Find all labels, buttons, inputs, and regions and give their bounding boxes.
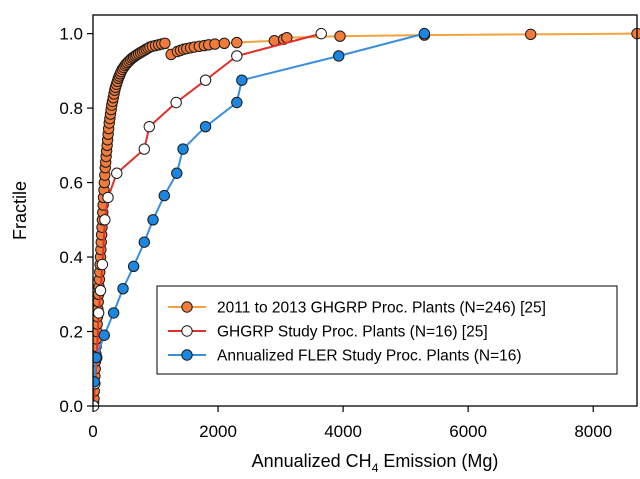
y-tick-label: 0.6 xyxy=(59,174,83,193)
data-point xyxy=(218,37,231,50)
data-point xyxy=(631,27,640,40)
legend-swatch-marker xyxy=(181,301,193,313)
series-line xyxy=(93,32,425,382)
x-tick-label: 6000 xyxy=(449,422,487,441)
data-point xyxy=(98,329,110,341)
y-tick-label: 1.0 xyxy=(59,25,83,44)
series-layer xyxy=(93,27,640,412)
data-point xyxy=(333,50,345,62)
data-point xyxy=(138,143,150,155)
legend-label: 2011 to 2013 GHGRP Proc. Plants (N=246) … xyxy=(217,300,546,317)
data-point xyxy=(231,50,243,62)
series-3 xyxy=(93,27,431,388)
data-point xyxy=(107,307,120,319)
x-tick-label: 8000 xyxy=(574,422,612,441)
x-tick-label: 0 xyxy=(88,422,97,441)
data-point xyxy=(99,214,111,226)
data-point xyxy=(236,74,248,86)
legend-item: Annualized FLER Study Proc. Plants (N=16… xyxy=(168,348,522,365)
legend-swatch-marker xyxy=(181,325,193,337)
data-point xyxy=(127,260,140,273)
data-point xyxy=(171,167,183,179)
legend-item: GHGRP Study Proc. Plants (N=16) [25] xyxy=(168,324,488,341)
x-axis-title: Annualized CH4 Emission (Mg) xyxy=(252,451,499,475)
data-point xyxy=(199,74,212,86)
data-point xyxy=(143,121,155,133)
series-2 xyxy=(93,27,327,412)
data-point xyxy=(138,236,150,248)
legend-swatch-marker xyxy=(181,349,193,361)
data-point xyxy=(93,376,100,388)
data-point xyxy=(315,27,327,40)
data-point xyxy=(117,283,129,295)
legend-box xyxy=(156,285,618,375)
data-point xyxy=(177,143,189,155)
ticks-layer: 0 2000 4000 6000 8000 0.0 0.2 0.4 0.6 0.8 1.0 xyxy=(59,25,612,441)
y-tick-label: 0.0 xyxy=(59,397,83,416)
y-tick-label: 0.8 xyxy=(59,99,83,118)
data-point xyxy=(147,214,159,226)
x-tick-label: 4000 xyxy=(324,422,362,441)
data-point xyxy=(231,96,243,109)
data-point xyxy=(231,36,243,49)
data-point xyxy=(199,121,212,133)
data-point xyxy=(102,191,114,204)
legend-label: Annualized FLER Study Proc. Plants (N=16… xyxy=(217,348,522,365)
data-point xyxy=(93,307,105,319)
legend-label: GHGRP Study Proc. Plants (N=16) [25] xyxy=(217,324,488,341)
series-1 xyxy=(93,27,640,412)
data-point xyxy=(111,167,123,179)
y-tick-label: 0.2 xyxy=(59,323,83,342)
x-tick-label: 2000 xyxy=(199,422,237,441)
data-point xyxy=(158,189,170,202)
data-point xyxy=(93,351,102,364)
plot-frame xyxy=(92,14,638,407)
x-axis-title-main: Annualized CH xyxy=(252,451,372,471)
y-tick-label: 0.4 xyxy=(59,248,83,267)
data-point xyxy=(334,30,346,42)
data-point xyxy=(96,258,109,271)
data-point xyxy=(209,38,221,50)
x-axis-title-tail: Emission (Mg) xyxy=(378,451,498,471)
data-point xyxy=(94,284,107,297)
x-axis-title-subscript: 4 xyxy=(372,461,379,475)
y-axis-title: Fractile xyxy=(10,181,30,240)
data-point xyxy=(525,28,537,41)
data-point xyxy=(170,96,182,109)
data-point xyxy=(159,37,171,50)
legend: 2011 to 2013 GHGRP Proc. Plants (N=246) … xyxy=(156,285,618,375)
legend-item: 2011 to 2013 GHGRP Proc. Plants (N=246) … xyxy=(168,300,546,317)
data-point xyxy=(418,27,431,40)
